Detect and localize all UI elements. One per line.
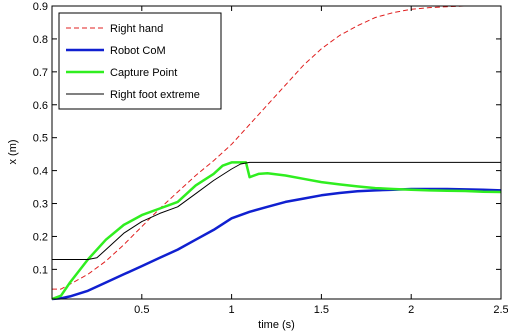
x-axis-label: time (s) [258, 319, 295, 331]
y-tick-label: 0.9 [33, 1, 48, 13]
legend: Right hand Robot CoM Capture Point Right fo… [58, 12, 222, 110]
series-line-1 [52, 5, 501, 290]
series-layer [51, 5, 502, 301]
y-tick-label: 0.7 [33, 67, 48, 79]
ticks-layer: 0.5 1 1.5 2 2.5 0.1 0.2 0.3 0.4 0.5 0.6 0.7 0.8 0.9 [33, 1, 508, 316]
x-tick-label: 1.5 [314, 304, 329, 316]
y-tick-label: 0.5 [33, 133, 48, 145]
y-tick-label: 0.2 [33, 231, 48, 243]
legend-label-1: Right hand [110, 23, 163, 35]
legend-label-3: Capture Point [110, 67, 177, 79]
series-line-3 [51, 161, 502, 301]
legend-box [58, 12, 222, 110]
y-tick-label: 0.4 [33, 166, 48, 178]
legend-label-4: Right foot extreme [110, 89, 200, 101]
x-tick-label: 2 [408, 304, 414, 316]
series-line-4 [52, 161, 501, 260]
x-tick-label: 2.5 [493, 304, 508, 316]
axes-frame [51, 5, 502, 300]
y-tick-label: 0.8 [33, 34, 48, 46]
y-tick-label: 0.3 [33, 199, 48, 211]
y-axis-label: x (m) [7, 139, 19, 164]
x-tick-label: 0.5 [134, 304, 149, 316]
y-tick-label: 0.6 [33, 100, 48, 112]
legend-label-2: Robot CoM [110, 45, 166, 57]
y-tick-label: 0.1 [33, 264, 48, 276]
x-tick-label: 1 [229, 304, 235, 316]
